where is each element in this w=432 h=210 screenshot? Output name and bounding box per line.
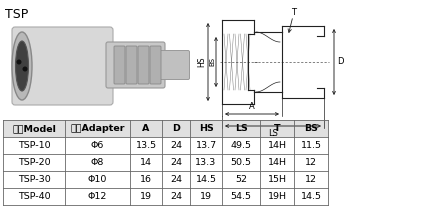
FancyBboxPatch shape bbox=[126, 46, 137, 84]
Bar bbox=[190, 154, 222, 171]
Text: BS: BS bbox=[209, 58, 215, 67]
Bar bbox=[3, 188, 65, 205]
Text: 15H: 15H bbox=[267, 175, 286, 184]
FancyBboxPatch shape bbox=[12, 27, 113, 105]
Text: 12: 12 bbox=[305, 175, 317, 184]
Bar bbox=[260, 137, 294, 154]
Bar bbox=[260, 171, 294, 188]
FancyBboxPatch shape bbox=[114, 46, 125, 84]
Bar bbox=[162, 188, 190, 205]
Text: 52: 52 bbox=[235, 175, 247, 184]
Text: HS: HS bbox=[197, 57, 206, 67]
Text: 24: 24 bbox=[170, 175, 182, 184]
Text: 配管Adapter: 配管Adapter bbox=[70, 124, 125, 133]
Bar bbox=[190, 137, 222, 154]
Text: 24: 24 bbox=[170, 192, 182, 201]
FancyBboxPatch shape bbox=[138, 46, 149, 84]
Bar bbox=[222, 120, 260, 137]
Bar bbox=[294, 171, 328, 188]
Text: T: T bbox=[274, 124, 280, 133]
Bar bbox=[130, 120, 162, 137]
Text: TSP-20: TSP-20 bbox=[18, 158, 50, 167]
Text: Φ12: Φ12 bbox=[88, 192, 107, 201]
Circle shape bbox=[16, 59, 22, 64]
FancyBboxPatch shape bbox=[106, 42, 165, 88]
Text: 14: 14 bbox=[140, 158, 152, 167]
Text: 14.5: 14.5 bbox=[196, 175, 216, 184]
FancyBboxPatch shape bbox=[150, 46, 161, 84]
Bar bbox=[222, 154, 260, 171]
Bar bbox=[294, 120, 328, 137]
Text: Φ10: Φ10 bbox=[88, 175, 107, 184]
Ellipse shape bbox=[12, 32, 32, 100]
Bar bbox=[65, 120, 130, 137]
Bar bbox=[65, 154, 130, 171]
Bar bbox=[190, 188, 222, 205]
Bar bbox=[294, 154, 328, 171]
Text: D: D bbox=[172, 124, 180, 133]
Text: BS: BS bbox=[304, 124, 318, 133]
Text: 14H: 14H bbox=[267, 158, 286, 167]
Text: TSP-10: TSP-10 bbox=[18, 141, 50, 150]
Text: 19H: 19H bbox=[267, 192, 286, 201]
Text: 24: 24 bbox=[170, 141, 182, 150]
Bar bbox=[222, 188, 260, 205]
Text: Φ8: Φ8 bbox=[91, 158, 104, 167]
Text: 13.3: 13.3 bbox=[195, 158, 216, 167]
Text: T: T bbox=[292, 8, 296, 17]
Text: LS: LS bbox=[268, 129, 278, 138]
FancyBboxPatch shape bbox=[159, 50, 190, 80]
Bar bbox=[190, 120, 222, 137]
Bar bbox=[3, 137, 65, 154]
Bar bbox=[294, 188, 328, 205]
Text: 14H: 14H bbox=[267, 141, 286, 150]
Bar bbox=[162, 171, 190, 188]
Text: 54.5: 54.5 bbox=[231, 192, 251, 201]
Bar bbox=[130, 171, 162, 188]
Text: 24: 24 bbox=[170, 158, 182, 167]
Bar bbox=[222, 171, 260, 188]
Text: 13.7: 13.7 bbox=[195, 141, 216, 150]
Bar bbox=[162, 120, 190, 137]
Text: 16: 16 bbox=[140, 175, 152, 184]
Bar bbox=[65, 137, 130, 154]
Bar bbox=[162, 154, 190, 171]
Text: 50.5: 50.5 bbox=[231, 158, 251, 167]
Bar bbox=[65, 171, 130, 188]
Bar bbox=[130, 137, 162, 154]
Ellipse shape bbox=[16, 41, 29, 91]
Bar bbox=[3, 154, 65, 171]
Text: TSP-40: TSP-40 bbox=[18, 192, 50, 201]
Text: 14.5: 14.5 bbox=[301, 192, 321, 201]
Bar bbox=[260, 188, 294, 205]
Text: TSP: TSP bbox=[5, 8, 28, 21]
Text: 11.5: 11.5 bbox=[301, 141, 321, 150]
Bar bbox=[260, 120, 294, 137]
Bar bbox=[294, 137, 328, 154]
Bar bbox=[3, 171, 65, 188]
Circle shape bbox=[22, 67, 28, 71]
Bar bbox=[190, 171, 222, 188]
Bar bbox=[3, 120, 65, 137]
Bar bbox=[162, 137, 190, 154]
Text: 49.5: 49.5 bbox=[231, 141, 251, 150]
Text: Φ6: Φ6 bbox=[91, 141, 104, 150]
Bar bbox=[130, 188, 162, 205]
Text: D: D bbox=[337, 58, 343, 67]
Text: HS: HS bbox=[199, 124, 213, 133]
Text: 型号Model: 型号Model bbox=[12, 124, 56, 133]
Text: A: A bbox=[142, 124, 149, 133]
Text: 12: 12 bbox=[305, 158, 317, 167]
Bar bbox=[130, 154, 162, 171]
Text: 13.5: 13.5 bbox=[136, 141, 156, 150]
Text: 19: 19 bbox=[140, 192, 152, 201]
Text: LS: LS bbox=[235, 124, 248, 133]
Text: 19: 19 bbox=[200, 192, 212, 201]
Bar bbox=[222, 137, 260, 154]
Text: TSP-30: TSP-30 bbox=[18, 175, 51, 184]
Bar bbox=[260, 154, 294, 171]
Bar bbox=[65, 188, 130, 205]
Text: A: A bbox=[249, 102, 255, 111]
